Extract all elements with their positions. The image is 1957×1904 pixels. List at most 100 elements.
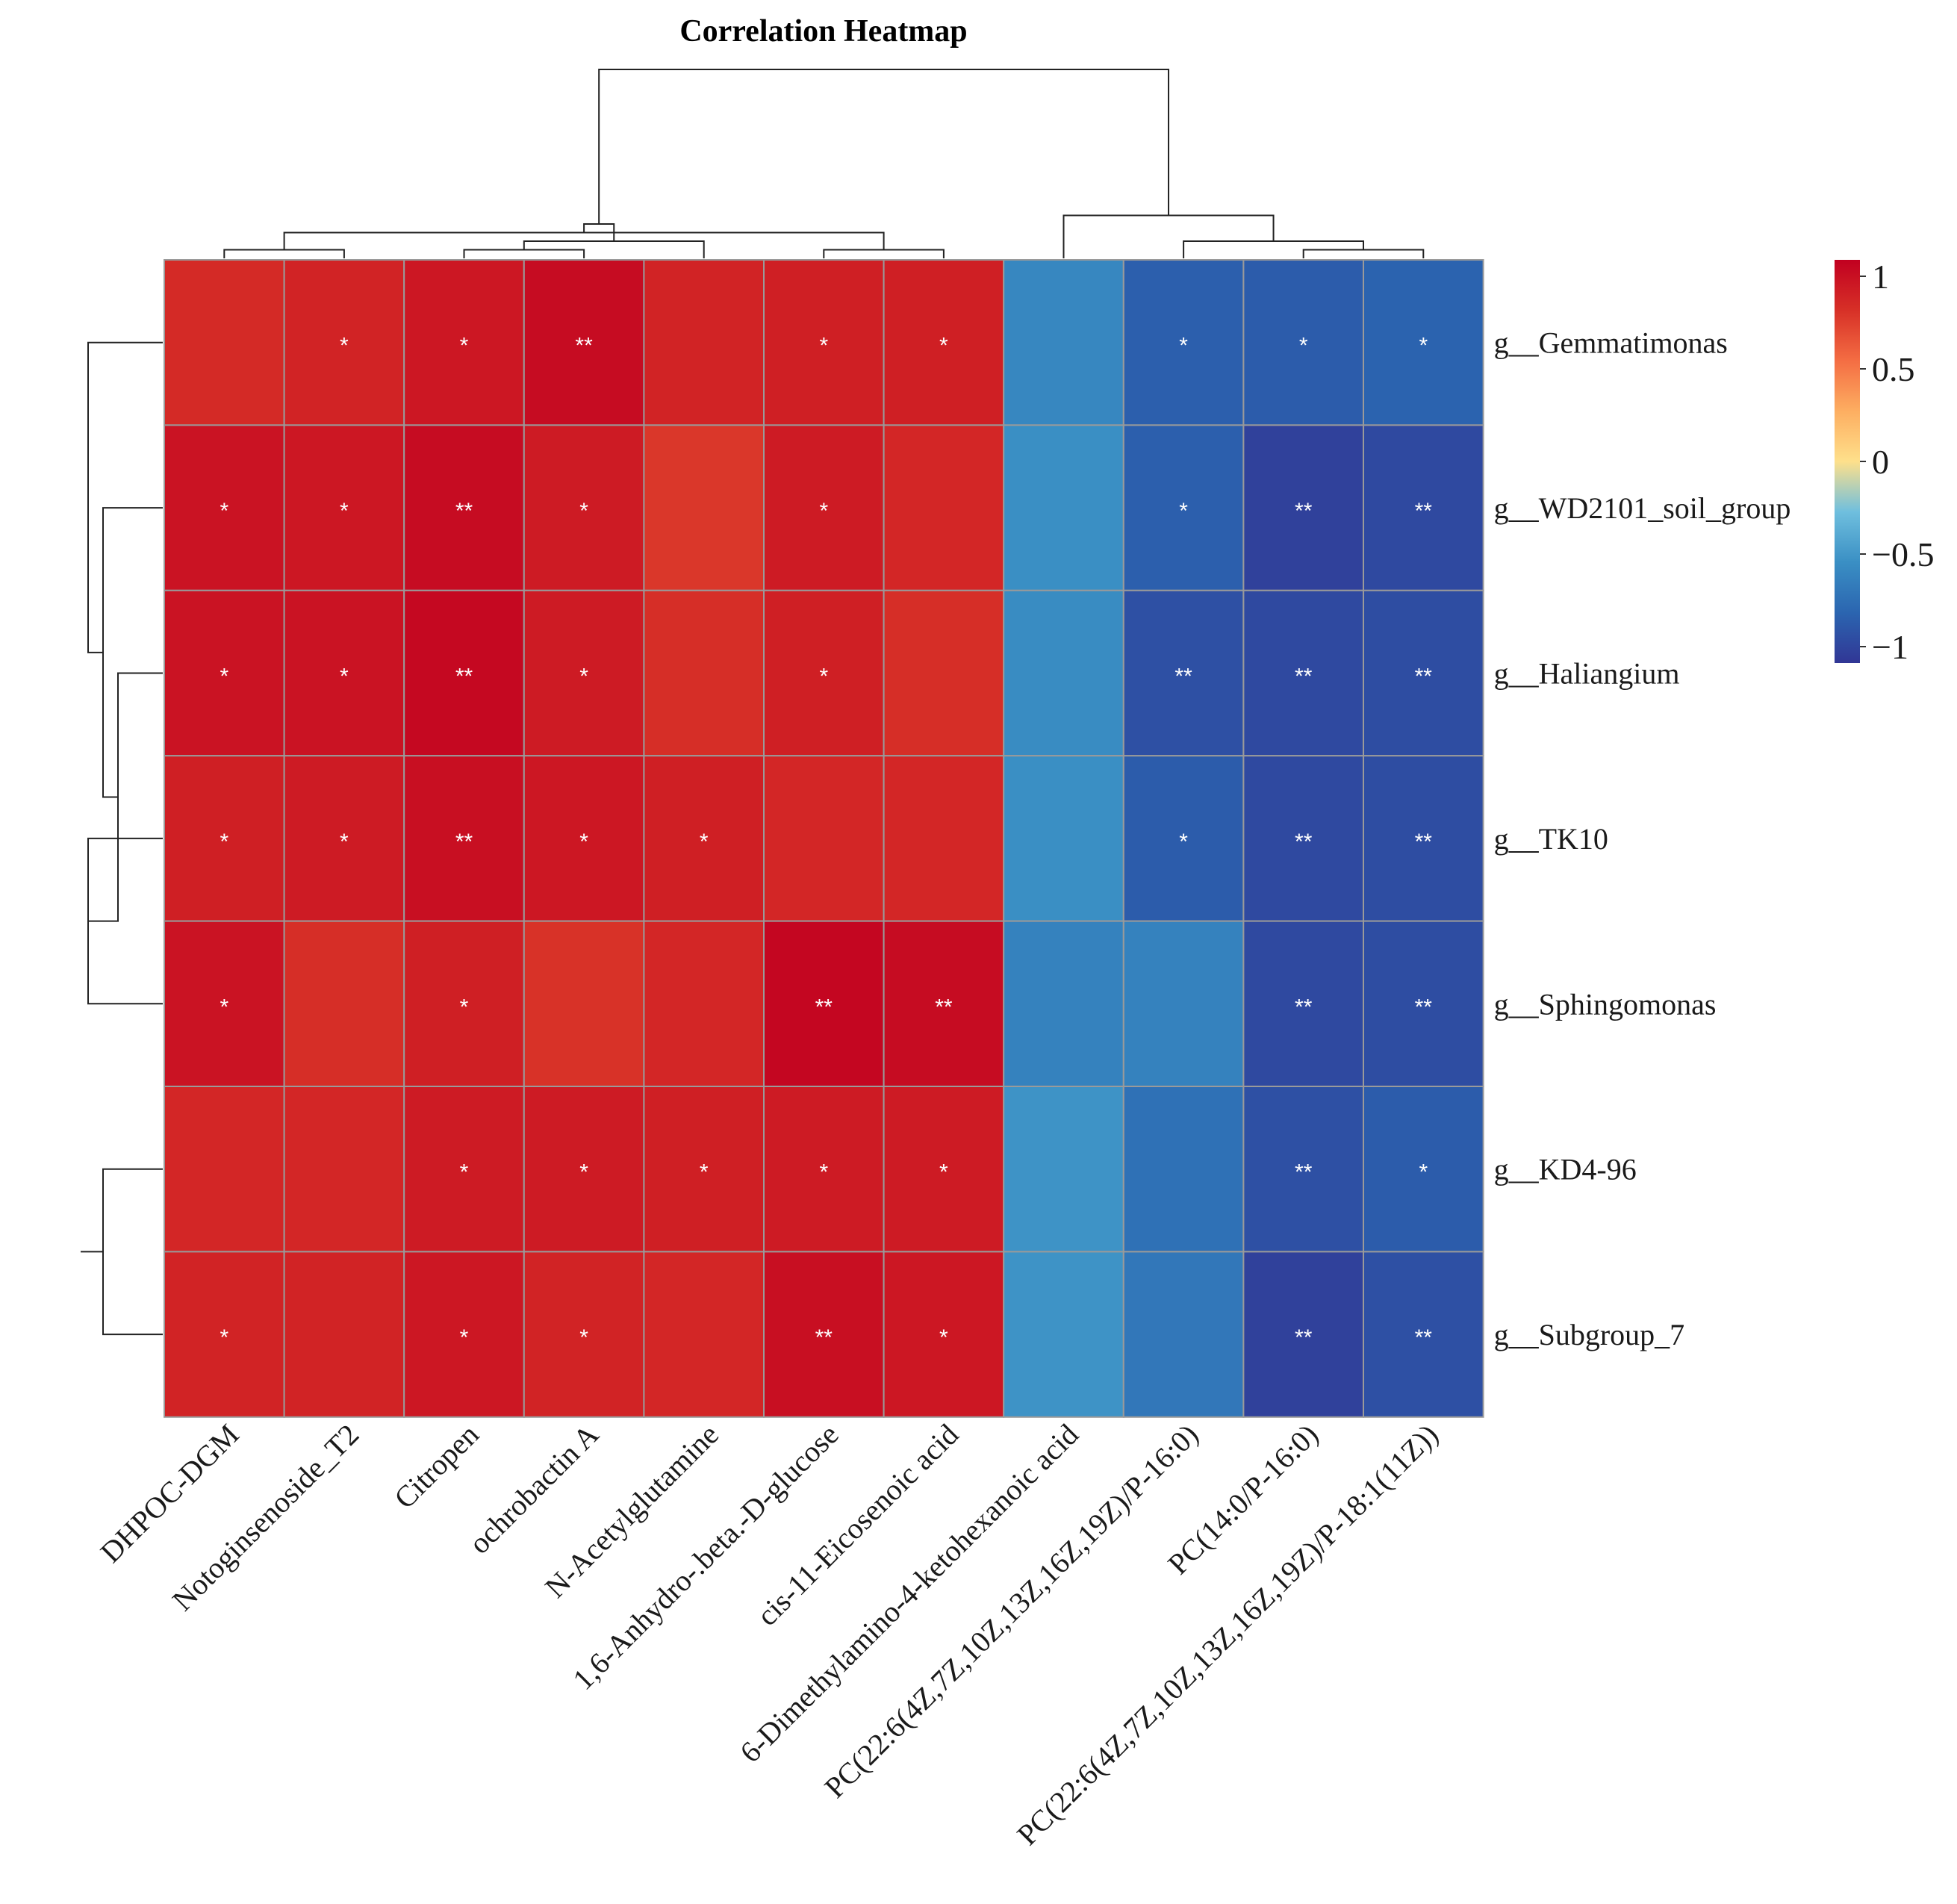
heatmap-cell: [763, 1251, 885, 1418]
row-label: g__Subgroup_7: [1494, 1318, 1685, 1351]
heatmap-cells: [164, 259, 1484, 1418]
heatmap-cell: [1122, 1086, 1245, 1253]
heatmap-cell: [164, 589, 285, 757]
heatmap-cell: [1363, 424, 1484, 591]
significance-markers: * * ** * * * * ** * ** * * * ** *** * ** * * ** ** *** * ** * * * *…: [220, 334, 1432, 1350]
heatmap-cell: [1363, 920, 1484, 1087]
dendrogram-branch: [223, 249, 345, 258]
significance-marker: **: [455, 665, 473, 689]
heatmap-cell: [1122, 424, 1245, 591]
heatmap-cell: [763, 755, 885, 922]
heatmap-cell: [1003, 1086, 1124, 1253]
colorbar-tick-label: 0: [1872, 443, 1889, 481]
significance-marker: **: [1295, 499, 1313, 523]
dendrogram-branch: [88, 672, 163, 922]
colorbar-tick-label: 0.5: [1872, 350, 1915, 388]
heatmap-cell: [883, 1251, 1005, 1418]
row-label: g__TK10: [1494, 822, 1608, 856]
heatmap-cell: [643, 589, 765, 757]
significance-marker: **: [935, 995, 953, 1019]
heatmap-cell: [1242, 589, 1365, 757]
heatmap-cell: [1122, 920, 1245, 1087]
significance-marker: **: [1295, 1160, 1313, 1185]
row-label: g__KD4-96: [1494, 1153, 1637, 1186]
significance-marker: *: [579, 665, 588, 689]
significance-marker: *: [1179, 334, 1188, 358]
significance-marker: *: [939, 1160, 948, 1185]
dendrogram-branch: [1062, 214, 1275, 258]
significance-marker: *: [220, 830, 228, 854]
significance-marker: **: [1415, 499, 1433, 523]
significance-marker: *: [1299, 334, 1308, 358]
heatmap-cell: [403, 755, 525, 922]
heatmap-cell: [1242, 755, 1365, 922]
row-label: g__Haliangium: [1494, 657, 1680, 691]
dendrogram-branch: [1302, 249, 1425, 258]
heatmap-cell: [1122, 1251, 1245, 1418]
heatmap-cell: [403, 424, 525, 591]
significance-marker: *: [340, 499, 349, 523]
significance-marker: *: [819, 1160, 828, 1185]
significance-marker: *: [220, 499, 228, 523]
significance-marker: **: [575, 334, 593, 358]
heatmap-cell: [523, 424, 645, 591]
row-label: g__WD2101_soil_group: [1494, 491, 1791, 525]
heatmap-cell: [403, 1251, 525, 1418]
significance-marker: **: [1174, 665, 1192, 689]
heatmap-cell: [1242, 259, 1365, 426]
heatmap-cell: [283, 589, 405, 757]
heatmap-cell: [763, 424, 885, 591]
significance-marker: *: [1419, 334, 1428, 358]
column-label: cis-11-Eicosenoic acid: [750, 1417, 965, 1632]
dendrogram-branch: [102, 1168, 163, 1336]
heatmap-cell: [1122, 259, 1245, 426]
heatmap-cell: [164, 259, 285, 426]
heatmap-cell: [1003, 259, 1124, 426]
column-dendrogram: [223, 69, 1425, 258]
heatmap-cell: [1363, 589, 1484, 757]
significance-marker: *: [819, 665, 828, 689]
heatmap-cell: [283, 424, 405, 591]
significance-marker: **: [1295, 995, 1313, 1019]
heatmap-cell: [763, 920, 885, 1087]
significance-marker: *: [1179, 499, 1188, 523]
heatmap-cell: [1003, 1251, 1124, 1418]
significance-marker: *: [819, 334, 828, 358]
dendrogram-branch: [598, 69, 1170, 224]
significance-marker: *: [579, 499, 588, 523]
significance-marker: **: [1415, 830, 1433, 854]
heatmap-cell: [883, 1086, 1005, 1253]
row-dendrogram: [81, 341, 163, 1336]
heatmap-cell: [523, 920, 645, 1087]
heatmap-cell: [1122, 755, 1245, 922]
row-labels: g__Gemmatimonas g__WD2101_soil_group g__Ha…: [1494, 326, 1791, 1351]
significance-marker: *: [340, 830, 349, 854]
heatmap-cell: [1242, 1251, 1365, 1418]
significance-marker: **: [1415, 995, 1433, 1019]
significance-marker: *: [939, 1325, 948, 1350]
heatmap-cell: [523, 1086, 645, 1253]
heatmap-cell: [883, 424, 1005, 591]
heatmap-cell: [1242, 920, 1365, 1087]
significance-marker: *: [220, 1325, 228, 1350]
significance-marker: **: [815, 995, 833, 1019]
heatmap-cell: [883, 920, 1005, 1087]
heatmap-cell: [403, 920, 525, 1087]
significance-marker: **: [815, 1325, 833, 1350]
heatmap-cell: [164, 755, 285, 922]
colorbar-gradient: [1835, 260, 1860, 663]
heatmap-cell: [763, 1086, 885, 1253]
color-legend: 1 0.5 0 −0.5 −1: [1835, 258, 1934, 666]
significance-marker: *: [819, 499, 828, 523]
significance-marker: **: [1295, 830, 1313, 854]
heatmap-cell: [164, 920, 285, 1087]
dendrogram-branch: [87, 341, 163, 653]
chart-title: Correlation Heatmap: [679, 14, 967, 49]
heatmap-cell: [1363, 259, 1484, 426]
heatmap-cell: [1003, 424, 1124, 591]
significance-marker: *: [1179, 830, 1188, 854]
significance-marker: **: [1415, 1325, 1433, 1350]
significance-marker: *: [220, 995, 228, 1019]
heatmap-cell: [1363, 1086, 1484, 1253]
heatmap-cell: [1363, 1251, 1484, 1418]
